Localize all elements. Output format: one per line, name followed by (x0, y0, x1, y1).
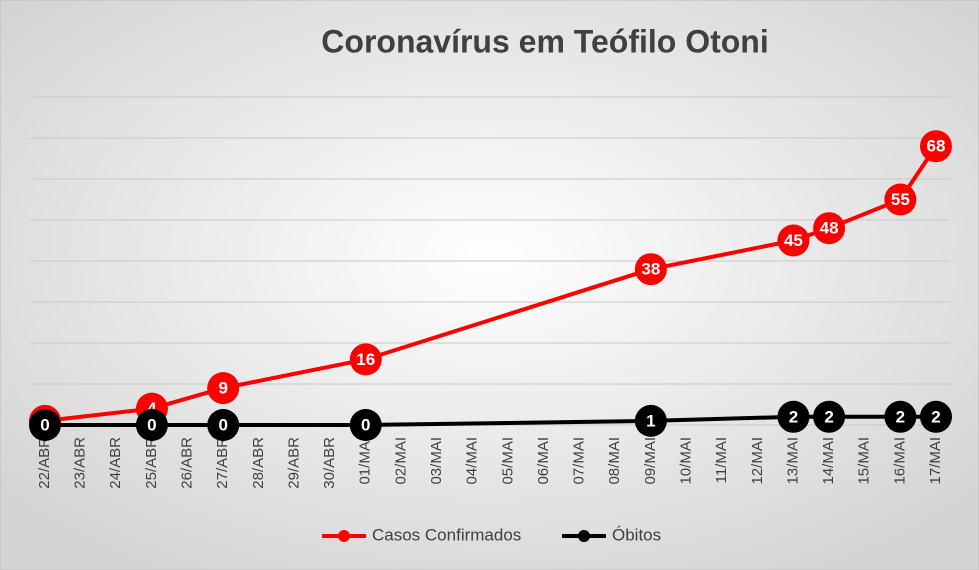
x-tick-label: 11/MAI (713, 437, 730, 483)
x-tick-label: 23/ABR (72, 437, 89, 489)
x-tick-label: 04/MAI (464, 437, 481, 485)
point (349, 343, 382, 376)
x-tick-label: 10/MAI (677, 437, 694, 485)
point (920, 130, 952, 163)
data-label: 4 (147, 399, 157, 418)
legend-marker (338, 530, 350, 542)
series-line (365, 267, 652, 362)
x-tick-label: 02/MAI (392, 437, 409, 485)
x-tick-label: 01/MAI (357, 437, 374, 485)
x-tick-label: 14/MAI (820, 437, 837, 485)
x-tick-label: 08/MAI (606, 437, 623, 485)
x-tick-label: 28/ABR (250, 437, 267, 489)
data-label: 2 (931, 407, 940, 426)
data-label: 1 (646, 411, 655, 430)
data-label: 0 (218, 415, 227, 434)
data-label: 16 (356, 350, 375, 369)
series-line (650, 238, 794, 272)
series-line (222, 357, 367, 391)
legend-label: Óbitos (612, 525, 661, 544)
legend-label: Casos Confirmados (372, 525, 521, 544)
chart-title: Coronavírus em Teófilo Otoni (321, 23, 768, 59)
x-tick-label: 12/MAI (749, 437, 766, 485)
data-label: 0 (147, 415, 156, 434)
x-tick-label: 26/ABR (179, 437, 196, 489)
point (135, 409, 168, 441)
data-label: 38 (641, 260, 660, 279)
point (884, 183, 917, 216)
x-tick-label: 06/MAI (535, 437, 552, 485)
x-tick-label: 05/MAI (499, 437, 516, 485)
data-label: 9 (218, 379, 227, 398)
point (777, 400, 810, 433)
data-label: 55 (891, 190, 910, 209)
point (813, 400, 846, 433)
x-tick-label: 30/ABR (321, 437, 338, 489)
x-tick-label: 03/MAI (428, 437, 445, 485)
point (813, 212, 846, 245)
data-label: 45 (784, 231, 803, 250)
x-tick-label: 17/MAI (927, 437, 944, 485)
point (29, 409, 61, 441)
legend-marker (578, 530, 590, 542)
point (207, 372, 240, 405)
data-label: 2 (824, 407, 833, 426)
x-tick-label: 29/ABR (285, 437, 302, 489)
x-tick-label: 24/ABR (107, 437, 124, 489)
point (634, 253, 667, 286)
data-label: 2 (896, 407, 905, 426)
point (920, 400, 952, 433)
point (884, 400, 917, 433)
point (634, 404, 667, 437)
series-line (365, 418, 651, 427)
x-tick-label: 09/MAI (642, 437, 659, 485)
data-label: 0 (40, 415, 49, 434)
x-tick-label: 22/ABR (36, 437, 53, 489)
data-label: 0 (361, 415, 370, 434)
data-label: 68 (927, 137, 946, 156)
x-tick-label: 25/ABR (143, 437, 160, 489)
x-tick-label: 16/MAI (891, 437, 908, 485)
point (349, 409, 382, 441)
x-tick-label: 15/MAI (856, 437, 873, 485)
data-label: 48 (820, 219, 839, 238)
x-tick-label: 27/ABR (214, 437, 231, 489)
data-label: 2 (789, 407, 798, 426)
point (777, 224, 810, 257)
x-tick-label: 13/MAI (784, 437, 801, 485)
series-line (650, 414, 794, 423)
series-line (44, 406, 153, 423)
point (207, 409, 240, 441)
x-tick-label: 07/MAI (571, 437, 588, 485)
